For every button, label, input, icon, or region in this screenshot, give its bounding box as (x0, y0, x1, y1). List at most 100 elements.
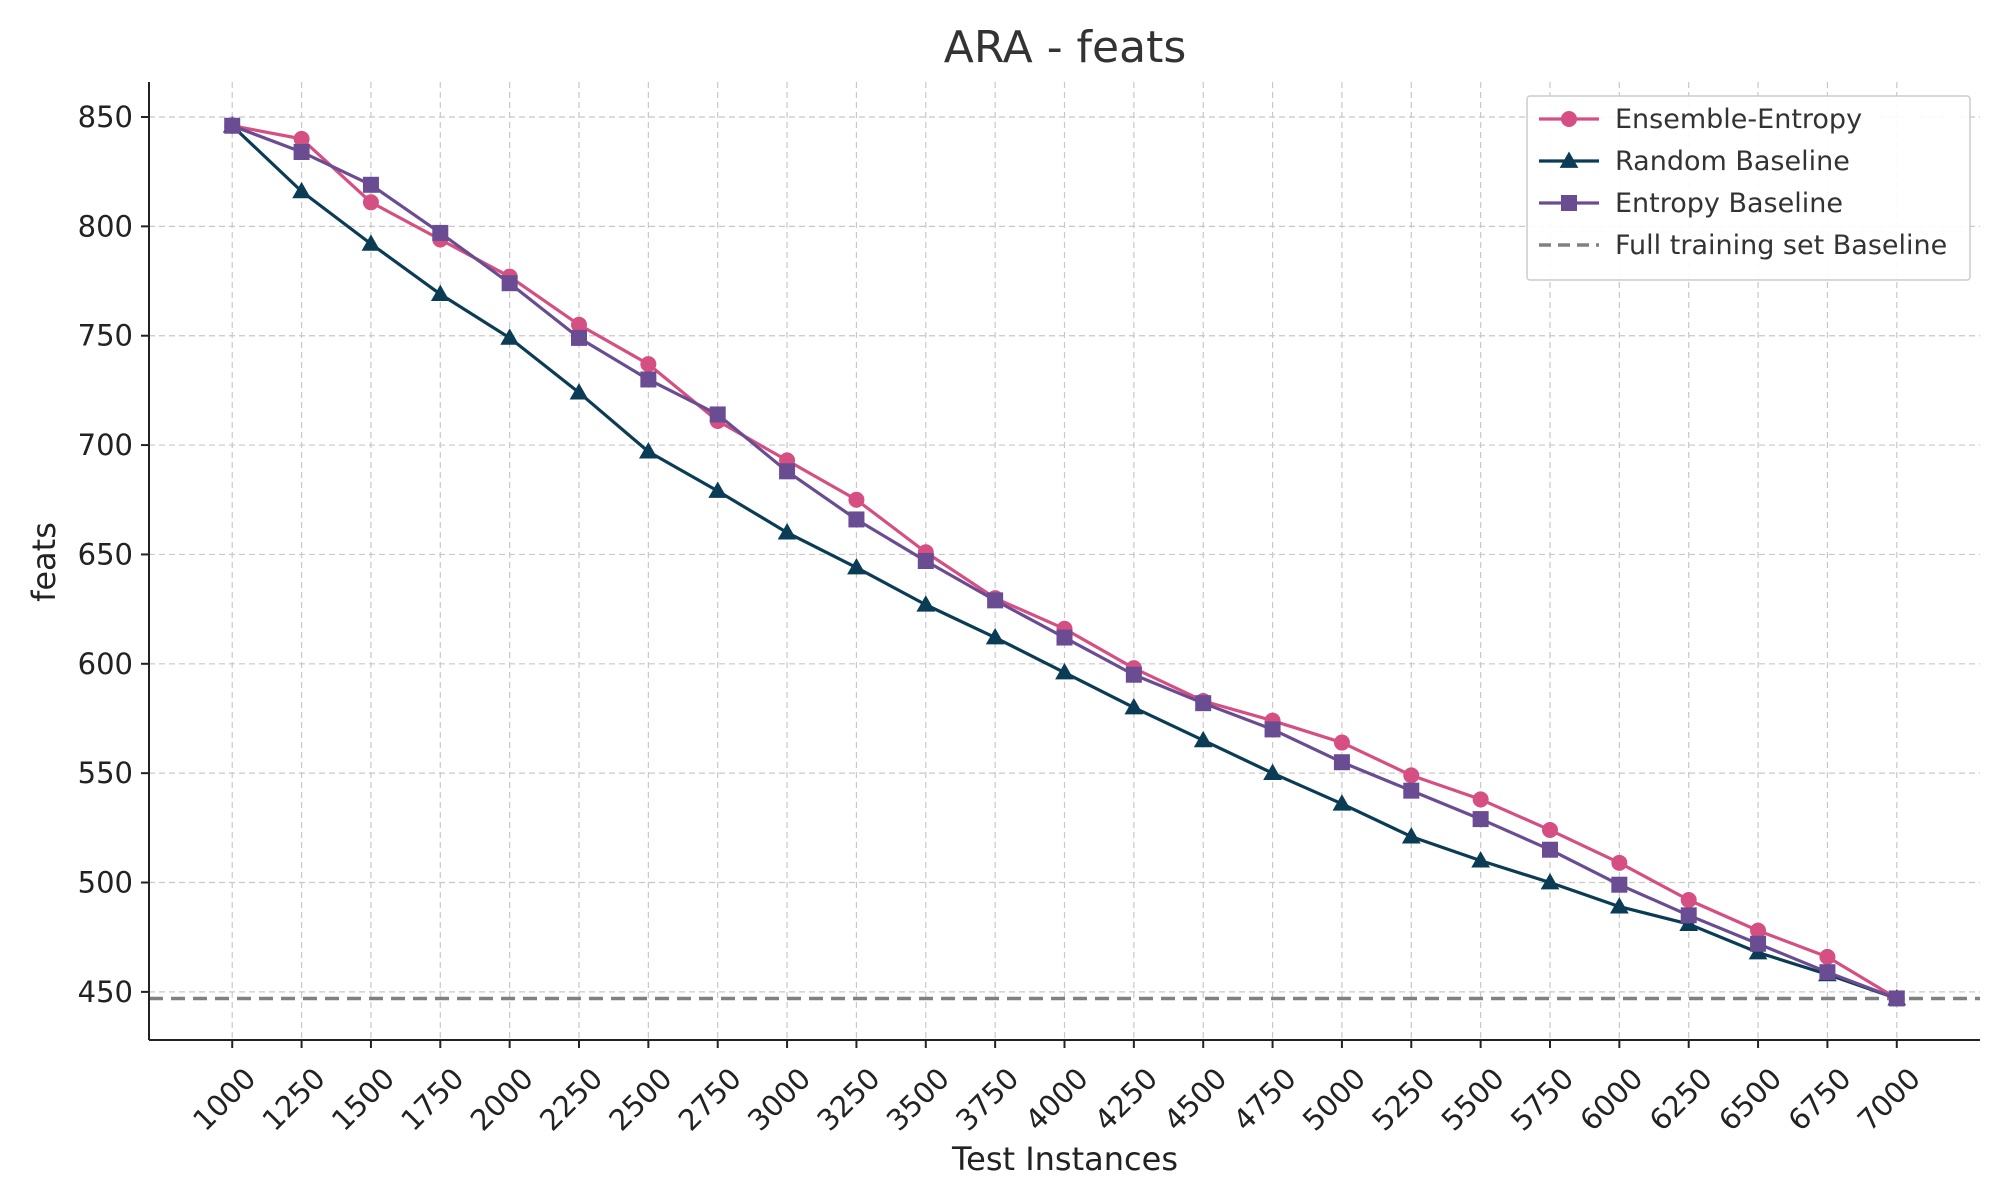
x-tick-label: 1500 (325, 1061, 401, 1137)
x-tick-label: 6750 (1781, 1061, 1857, 1137)
data-point (1611, 876, 1628, 893)
x-tick-label: 6250 (1643, 1061, 1719, 1137)
x-tick-label: 6500 (1712, 1061, 1788, 1137)
data-point (1819, 948, 1836, 965)
data-point (1333, 754, 1350, 771)
data-point (1680, 907, 1697, 924)
x-ticks: 1000125015001750200022502500275030003250… (186, 1040, 1927, 1137)
y-tick-label: 800 (78, 209, 133, 243)
data-point (916, 595, 936, 612)
legend-marker (1561, 195, 1577, 211)
legend-item: Ensemble-Entropy (1539, 104, 1862, 135)
data-point (709, 406, 726, 423)
data-point (1540, 873, 1560, 890)
y-tick-label: 700 (78, 428, 133, 462)
x-tick-label: 5250 (1365, 1061, 1441, 1137)
x-tick-label: 5750 (1504, 1061, 1580, 1137)
data-point (1195, 695, 1212, 712)
data-point (501, 275, 518, 292)
y-tick-label: 850 (78, 100, 133, 134)
legend-item: Entropy Baseline (1539, 188, 1843, 219)
legend-label: Random Baseline (1615, 146, 1850, 177)
x-tick-label: 3250 (810, 1061, 886, 1137)
legend-marker (1561, 111, 1577, 127)
data-point (1680, 892, 1697, 909)
data-point (571, 329, 588, 346)
y-axis-label: feats (25, 522, 63, 602)
legend-label: Entropy Baseline (1615, 188, 1843, 219)
data-point (848, 491, 865, 508)
data-point (847, 558, 866, 575)
data-point (1056, 629, 1073, 646)
legend-item: Full training set Baseline (1539, 230, 1947, 261)
series-2 (224, 117, 1905, 1007)
x-tick-label: 4750 (1227, 1061, 1303, 1137)
data-point (361, 234, 381, 251)
legend-label: Ensemble-Entropy (1615, 104, 1862, 135)
x-tick-label: 2750 (672, 1061, 748, 1137)
data-point (1403, 767, 1420, 784)
data-point (1263, 763, 1282, 781)
x-tick-label: 2000 (464, 1061, 540, 1137)
data-point (1193, 730, 1213, 748)
data-point (779, 463, 796, 480)
data-point (640, 371, 657, 388)
data-point (848, 511, 865, 528)
data-point (1403, 782, 1420, 799)
x-tick-label: 2250 (533, 1061, 609, 1137)
data-point (1750, 935, 1767, 952)
x-tick-label: 3750 (949, 1061, 1025, 1137)
x-tick-label: 1250 (256, 1061, 332, 1137)
data-point (640, 356, 657, 373)
y-tick-label: 650 (78, 537, 133, 571)
data-point (1471, 851, 1490, 868)
data-point (1611, 854, 1628, 871)
data-point (1055, 663, 1074, 680)
x-tick-label: 6000 (1573, 1061, 1649, 1137)
legend-marker (1559, 151, 1579, 168)
legend-box (1526, 95, 1971, 281)
legend: Ensemble-Entropy Random Baseline Entropy B… (1526, 95, 1971, 281)
legend-item: Random Baseline (1539, 146, 1850, 177)
data-point (1541, 841, 1558, 858)
y-tick-label: 450 (78, 975, 133, 1009)
x-tick-label: 2500 (602, 1061, 678, 1137)
x-tick-label: 1750 (394, 1061, 470, 1137)
chart-title: ARA - feats (944, 22, 1187, 73)
y-tick-label: 750 (78, 319, 133, 353)
data-point (224, 117, 241, 134)
data-point (1333, 734, 1350, 751)
data-point (639, 442, 658, 459)
data-point (777, 523, 797, 540)
data-point (1888, 990, 1905, 1007)
data-point (1264, 721, 1281, 738)
data-point (292, 181, 311, 199)
x-tick-label: 7000 (1851, 1061, 1927, 1137)
data-point (1819, 964, 1836, 981)
y-tick-label: 500 (78, 866, 133, 900)
data-point (1472, 811, 1489, 828)
data-point (500, 328, 520, 345)
data-point (1472, 791, 1489, 808)
data-point (362, 176, 379, 193)
x-tick-label: 1000 (186, 1061, 262, 1137)
data-point (1401, 827, 1421, 844)
series-layer (222, 116, 1907, 1007)
series-1 (222, 116, 1907, 1006)
x-axis-label: Test Instances (951, 1140, 1178, 1178)
y-tick-label: 600 (78, 647, 133, 681)
data-point (293, 143, 310, 160)
x-tick-label: 3500 (880, 1061, 956, 1137)
y-tick-label: 550 (78, 756, 133, 790)
data-point (362, 194, 379, 211)
data-point (985, 628, 1005, 645)
x-tick-label: 3000 (741, 1061, 817, 1137)
legend-label: Full training set Baseline (1615, 230, 1947, 261)
x-tick-label: 4000 (1018, 1061, 1094, 1137)
data-point (1124, 698, 1144, 715)
data-point (987, 592, 1004, 609)
data-point (1541, 822, 1558, 839)
data-point (917, 553, 934, 569)
data-point (1609, 897, 1629, 914)
data-point (1125, 666, 1142, 683)
